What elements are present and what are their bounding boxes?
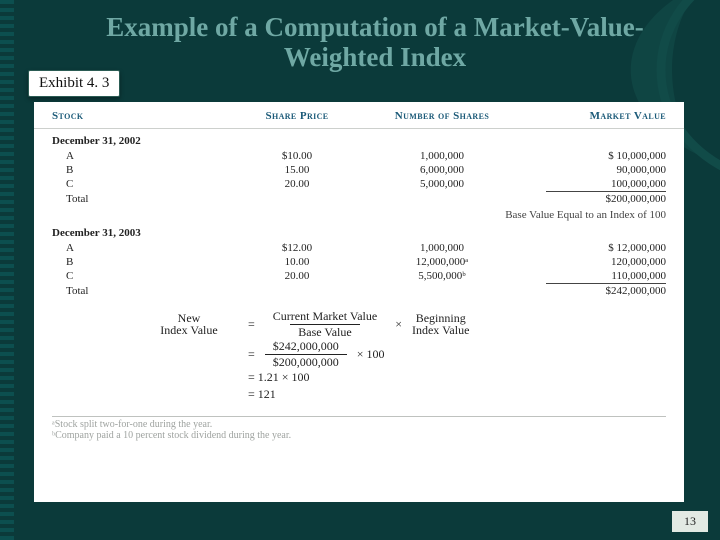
formula-text: = 1.21 × 100 — [248, 370, 310, 385]
base-value-note: Base Value Equal to an Index of 100 — [34, 206, 684, 221]
title-line-2: Weighted Index — [284, 42, 466, 72]
cell-shares: 1,000,000 — [362, 242, 522, 254]
page-number: 13 — [684, 514, 696, 528]
table-row: B 15.00 6,000,000 90,000,000 — [34, 163, 684, 177]
table-row: A $10.00 1,000,000 $ 10,000,000 — [34, 149, 684, 163]
cell-stock: A — [52, 242, 232, 254]
slide-left-border — [0, 0, 14, 540]
table-row-total: Total $242,000,000 — [34, 284, 684, 298]
frac-den: Base Value — [290, 324, 359, 339]
title-line-1: Example of a Computation of a Market-Val… — [106, 12, 643, 42]
table-row: C 20.00 5,500,000ᵇ 110,000,000 — [34, 269, 684, 283]
cell-stock: B — [52, 256, 232, 268]
formula-line-2: = $242,000,000 $200,000,000 × 100 — [144, 340, 574, 368]
formula-line-4: = 121 — [144, 387, 574, 402]
cell-shares: 12,000,000ᵃ — [362, 256, 522, 268]
footnote-a: ᵃStock split two-for-one during the year… — [52, 419, 666, 430]
content-panel: Stock Share Price Number of Shares Marke… — [34, 102, 684, 502]
cell-value: $ 12,000,000 — [522, 242, 666, 254]
header-shares: Number of Shares — [362, 110, 522, 122]
header-value: Market Value — [522, 110, 666, 122]
cell-value: 120,000,000 — [522, 256, 666, 268]
exhibit-label: Exhibit 4. 3 — [39, 75, 109, 91]
cell-value: 90,000,000 — [522, 164, 666, 176]
header-stock: Stock — [52, 110, 232, 122]
total-label: Total — [52, 285, 232, 297]
cell-shares: 5,000,000 — [362, 178, 522, 190]
footnote-b: ᵇCompany paid a 10 percent stock dividen… — [52, 430, 666, 441]
exhibit-badge: Exhibit 4. 3 — [28, 70, 120, 97]
cell-value: 100,000,000 — [522, 178, 666, 190]
fraction-icon: Current Market Value Base Value — [265, 310, 385, 338]
cell-price: 20.00 — [232, 178, 362, 190]
total-label: Total — [52, 193, 232, 205]
formula-lhs: New Index Value — [144, 312, 238, 337]
table-row: C 20.00 5,000,000 100,000,000 — [34, 177, 684, 191]
formula-block: New Index Value = Current Market Value B… — [144, 310, 574, 402]
cell-shares: 6,000,000 — [362, 164, 522, 176]
footnote-divider — [52, 416, 666, 417]
cell-stock: A — [52, 150, 232, 162]
formula-tail: Beginning Index Value — [412, 312, 469, 337]
fraction-icon: $242,000,000 $200,000,000 — [265, 340, 347, 368]
frac-den: $200,000,000 — [265, 354, 347, 369]
cell-price: $10.00 — [232, 150, 362, 162]
cell-value: 110,000,000 — [522, 270, 666, 282]
frac-num: Current Market Value — [265, 310, 385, 324]
total-value: $242,000,000 — [522, 285, 666, 297]
cell-price: $12.00 — [232, 242, 362, 254]
table-row-total: Total $200,000,000 — [34, 192, 684, 206]
page-number-badge: 13 — [672, 511, 708, 532]
cell-stock: C — [52, 178, 232, 190]
formula-line-1: New Index Value = Current Market Value B… — [144, 310, 574, 338]
formula-line-3: = 1.21 × 100 — [144, 370, 574, 385]
cell-price: 15.00 — [232, 164, 362, 176]
total-value: $200,000,000 — [522, 193, 666, 205]
table-row: A $12.00 1,000,000 $ 12,000,000 — [34, 241, 684, 255]
cell-stock: B — [52, 164, 232, 176]
section-date: December 31, 2003 — [34, 221, 684, 241]
formula-tail: × 100 — [357, 347, 385, 362]
cell-price: 20.00 — [232, 270, 362, 282]
footnotes: ᵃStock split two-for-one during the year… — [34, 419, 684, 445]
cell-value: $ 10,000,000 — [522, 150, 666, 162]
table-row: B 10.00 12,000,000ᵃ 120,000,000 — [34, 255, 684, 269]
frac-num: $242,000,000 — [265, 340, 347, 354]
slide-title: Example of a Computation of a Market-Val… — [60, 12, 690, 72]
section-date: December 31, 2002 — [34, 129, 684, 149]
formula-text: = 121 — [248, 387, 276, 402]
cell-price: 10.00 — [232, 256, 362, 268]
cell-shares: 5,500,000ᵇ — [362, 270, 522, 282]
cell-shares: 1,000,000 — [362, 150, 522, 162]
cell-stock: C — [52, 270, 232, 282]
header-price: Share Price — [232, 110, 362, 122]
table-header-row: Stock Share Price Number of Shares Marke… — [34, 102, 684, 129]
